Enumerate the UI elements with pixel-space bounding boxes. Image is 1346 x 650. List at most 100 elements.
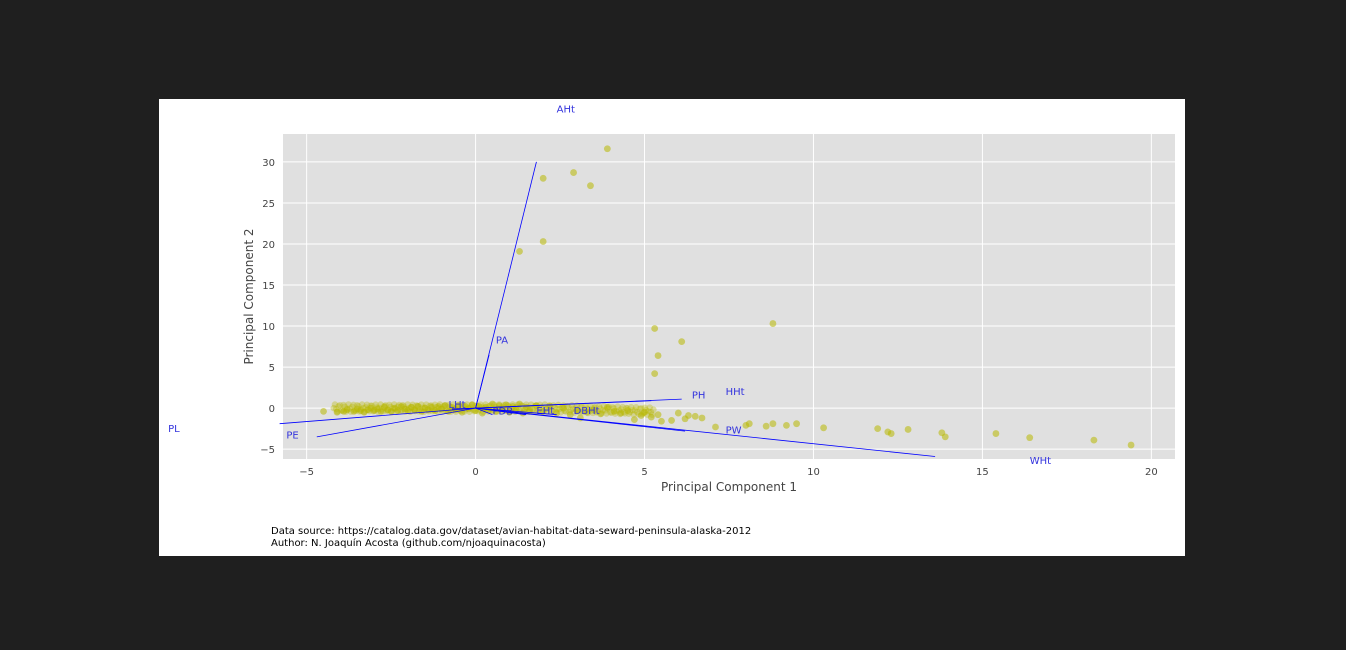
vector-label-pdb: PDB [492, 407, 513, 418]
data-point [367, 402, 374, 409]
data-point [381, 402, 388, 410]
data-point [583, 408, 591, 416]
data-point [539, 174, 547, 182]
data-point [685, 412, 692, 419]
data-point [620, 409, 628, 416]
y-tick-label: 0 [269, 404, 275, 415]
data-point [335, 403, 342, 410]
data-point [390, 401, 398, 408]
data-point [587, 402, 594, 410]
data-point [404, 401, 411, 408]
data-point [395, 401, 403, 409]
data-point [561, 407, 568, 415]
data-point [372, 401, 379, 408]
data-point [416, 406, 424, 413]
data-point [613, 407, 620, 415]
data-point [334, 408, 341, 415]
data-point [361, 408, 368, 415]
data-point [529, 406, 536, 413]
data-point [489, 400, 496, 408]
data-point [399, 401, 407, 409]
data-point [632, 404, 640, 411]
data-point [874, 425, 882, 433]
data-point [357, 406, 365, 413]
data-point [398, 407, 405, 414]
data-point [409, 401, 416, 408]
data-point [405, 405, 413, 412]
data-point [369, 408, 377, 415]
vector-label-wht: WHt [1030, 456, 1051, 467]
data-point [377, 401, 384, 408]
data-source-caption: Data source: https://catalog.data.gov/da… [271, 526, 752, 537]
data-point [616, 410, 624, 418]
data-point [351, 407, 358, 414]
data-point [678, 338, 686, 346]
y-tick-label: 15 [262, 281, 275, 292]
data-point [344, 405, 351, 412]
data-point [352, 407, 360, 415]
data-point [353, 402, 361, 409]
data-point [584, 409, 592, 417]
data-point [346, 405, 353, 412]
data-point [635, 410, 642, 418]
data-point [590, 404, 598, 411]
author-caption: Author: N. Joaquín Acosta (github.com/nj… [271, 538, 546, 549]
data-point [594, 408, 602, 416]
data-point [605, 403, 613, 411]
vector-label-ph: PH [692, 390, 706, 401]
data-point [566, 411, 574, 419]
data-point [440, 403, 447, 410]
data-point [582, 402, 589, 410]
data-point [626, 408, 634, 416]
data-point [558, 404, 566, 411]
data-point [629, 406, 636, 414]
data-point [482, 401, 489, 408]
data-point [342, 408, 350, 415]
data-point [463, 401, 471, 408]
data-point [614, 403, 621, 410]
data-point [578, 403, 586, 410]
data-point [621, 410, 629, 417]
vector-label-pl: PL [168, 424, 180, 435]
data-point [490, 401, 498, 409]
data-point [544, 408, 551, 415]
data-point [402, 408, 409, 415]
vector-label-eht: EHt [536, 406, 554, 417]
data-point [347, 408, 355, 415]
data-point [413, 402, 420, 409]
data-point [645, 408, 652, 415]
data-point [820, 424, 828, 432]
data-point [355, 402, 362, 410]
data-point [712, 423, 719, 431]
data-point [455, 401, 462, 409]
data-point [572, 405, 579, 412]
data-point [366, 407, 373, 415]
data-point [389, 405, 397, 412]
data-point [460, 402, 467, 410]
data-point [624, 407, 632, 414]
data-point [611, 410, 619, 417]
data-point [410, 406, 418, 414]
data-point [769, 320, 777, 327]
data-point [941, 433, 949, 441]
vector-label-pe: PE [286, 430, 298, 441]
data-point [435, 404, 442, 412]
x-axis-label: Principal Component 1 [661, 480, 797, 494]
data-point [386, 401, 393, 409]
data-point [363, 401, 371, 408]
data-point [560, 404, 567, 412]
data-point [336, 401, 344, 409]
data-point [598, 410, 605, 417]
data-point [610, 407, 618, 415]
data-point [378, 406, 386, 413]
data-point [636, 405, 644, 412]
data-point [536, 401, 544, 408]
data-point [604, 405, 611, 412]
data-point [333, 408, 341, 416]
data-point [783, 421, 790, 429]
data-point [615, 407, 623, 414]
data-point [608, 409, 615, 416]
data-point [647, 413, 655, 421]
data-point [623, 404, 630, 412]
data-point [400, 403, 408, 410]
